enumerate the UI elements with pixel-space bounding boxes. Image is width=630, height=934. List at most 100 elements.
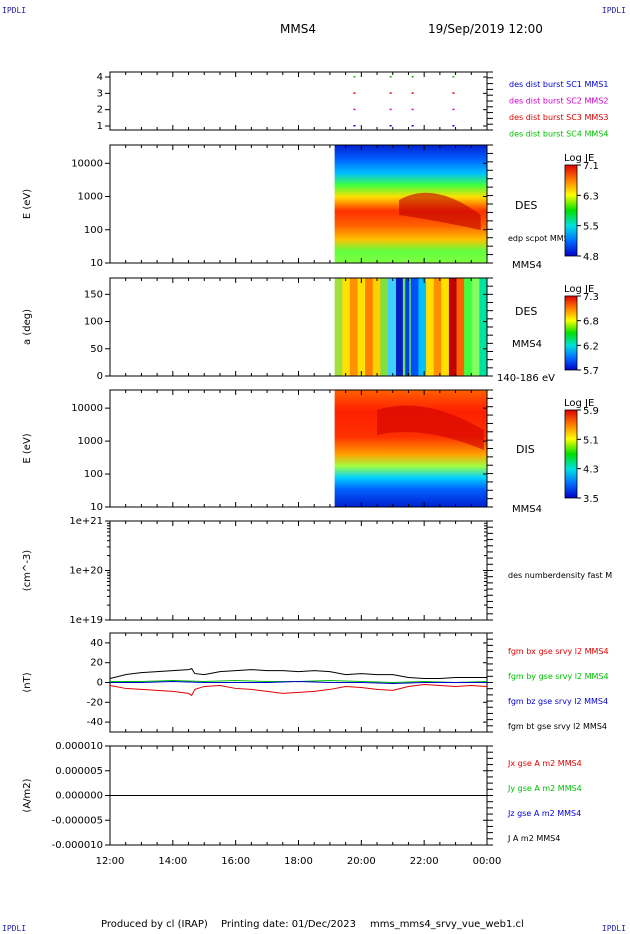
burst-mark bbox=[411, 92, 414, 94]
corner-label-tl: IPDLI bbox=[2, 6, 27, 15]
y-tick-label: 150 bbox=[84, 289, 103, 300]
panel-bottom-label: 140-186 eV bbox=[497, 373, 555, 384]
legend-entry: fgm bz gse srvy l2 MMS4 bbox=[508, 697, 608, 706]
footer-filename: mms_mms4_srvy_vue_web1.cl bbox=[370, 919, 524, 930]
pitch-angle-heatmap bbox=[334, 278, 487, 376]
pitch-angle-stripe bbox=[418, 278, 427, 376]
pitch-angle-stripe bbox=[426, 278, 435, 376]
x-tick-label: 20:00 bbox=[347, 856, 376, 867]
y-tick-label: 10 bbox=[90, 258, 103, 269]
footer-producer: Produced by cl (IRAP) bbox=[101, 919, 208, 930]
corner-label-bl: IPDLI bbox=[2, 924, 27, 933]
pitch-angle-stripe bbox=[372, 278, 381, 376]
pitch-angle-stripe bbox=[448, 278, 458, 376]
dis-energy-peak bbox=[377, 405, 484, 450]
legend-entry: fgm bx gse srvy l2 MMS4 bbox=[508, 647, 609, 656]
colorbar-2 bbox=[564, 295, 578, 371]
legend-entry: J A m2 MMS4 bbox=[507, 834, 560, 843]
pitch-angle-stripe bbox=[441, 278, 450, 376]
burst-mark bbox=[353, 125, 356, 127]
colorbar-tick-label: 4.3 bbox=[583, 465, 599, 476]
panel-label: MMS4 bbox=[512, 339, 542, 350]
y-tick-label: 4 bbox=[97, 72, 103, 83]
pitch-angle-stripe bbox=[405, 278, 410, 376]
pitch-angle-stripe bbox=[471, 278, 480, 376]
y-axis-label: (cm^-3) bbox=[22, 550, 33, 591]
pitch-angle-stripe bbox=[387, 278, 397, 376]
spacecraft-title: MMS4 bbox=[280, 22, 316, 36]
y-tick-label: 100 bbox=[84, 469, 103, 480]
legend-entry: fgm bt gse srvy l2 MMS4 bbox=[508, 722, 607, 731]
colorbar-tick-label: 3.5 bbox=[583, 494, 599, 505]
dis-energy-heatmap bbox=[334, 390, 487, 507]
burst-mark bbox=[353, 76, 356, 78]
y-tick-label: 1 bbox=[97, 121, 103, 132]
des-energy-peak bbox=[399, 192, 481, 230]
legend-entry: des dist burst SC1 MMS1 bbox=[509, 80, 608, 89]
y-tick-label: 10000 bbox=[71, 158, 103, 169]
series-line bbox=[110, 681, 487, 684]
y-tick-label: 0.000010 bbox=[55, 741, 103, 752]
colorbar-tick-label: 5.7 bbox=[583, 366, 599, 377]
burst-mark bbox=[452, 76, 455, 78]
burst-mark bbox=[389, 76, 392, 78]
burst-mark bbox=[353, 108, 356, 111]
pitch-angle-stripe bbox=[395, 278, 403, 376]
y-tick-label: 10 bbox=[90, 502, 103, 513]
pitch-angle-stripe bbox=[349, 278, 358, 376]
x-tick-label: 16:00 bbox=[221, 856, 250, 867]
pitch-angle-stripe bbox=[479, 278, 487, 376]
y-tick-label: 100 bbox=[84, 317, 103, 328]
legend-entry: des numberdensity fast M bbox=[508, 571, 612, 580]
y-tick-label: 1e+21 bbox=[69, 516, 103, 527]
y-tick-label: 10000 bbox=[71, 403, 103, 414]
y-tick-label: -20 bbox=[87, 697, 103, 708]
burst-mark bbox=[411, 125, 414, 127]
colorbar-tick-label: 5.1 bbox=[583, 435, 599, 446]
panel-bottom-label: MMS4 bbox=[512, 260, 542, 271]
colorbar-title: Log JE bbox=[564, 284, 594, 295]
y-tick-label: 20 bbox=[90, 658, 103, 669]
legend-entry: des dist burst SC3 MMS3 bbox=[509, 113, 608, 122]
colorbar-1 bbox=[564, 164, 578, 257]
legend-entry: Jy gse A m2 MMS4 bbox=[507, 784, 582, 793]
y-axis-label: E (eV) bbox=[22, 189, 33, 219]
y-tick-label: 40 bbox=[90, 638, 103, 649]
burst-mark bbox=[389, 125, 392, 127]
panel-annotation: edp scpot MMS4 bbox=[508, 234, 574, 243]
burst-mark bbox=[389, 108, 392, 111]
colorbar-title: Log JE bbox=[564, 398, 594, 409]
legend-entry: fgm by gse srvy l2 MMS4 bbox=[508, 672, 609, 681]
pitch-angle-stripe bbox=[410, 278, 419, 376]
y-tick-label: 1e+20 bbox=[69, 566, 103, 577]
burst-mark bbox=[452, 125, 455, 127]
x-tick-label: 22:00 bbox=[410, 856, 439, 867]
y-tick-label: 1e+19 bbox=[69, 615, 103, 626]
x-tick-label: 14:00 bbox=[158, 856, 187, 867]
y-tick-label: 3 bbox=[97, 88, 103, 99]
date-time-title: 19/Sep/2019 12:00 bbox=[428, 22, 543, 36]
legend-entry: des dist burst SC4 MMS4 bbox=[509, 130, 608, 139]
pitch-angle-stripe bbox=[342, 278, 351, 376]
y-tick-label: -40 bbox=[87, 717, 103, 728]
density-frame bbox=[109, 520, 488, 621]
burst-mark bbox=[353, 92, 356, 94]
pitch-angle-stripe bbox=[456, 278, 465, 376]
footer-print-date: Printing date: 01/Dec/2023 bbox=[221, 919, 357, 930]
colorbar-3 bbox=[564, 409, 578, 499]
pitch-angle-stripe bbox=[334, 278, 343, 376]
burst-panel-frame bbox=[109, 71, 488, 131]
pitch-angle-stripe bbox=[464, 278, 473, 376]
colorbar-tick-label: 6.8 bbox=[583, 317, 599, 328]
burst-mark bbox=[411, 108, 414, 111]
colorbar-tick-label: 5.9 bbox=[583, 406, 599, 417]
pitch-angle-stripe bbox=[433, 278, 442, 376]
corner-label-br: IPDLI bbox=[601, 924, 626, 933]
panel-label: DES bbox=[515, 305, 537, 318]
colorbar-title: Log JE bbox=[564, 153, 594, 164]
y-tick-label: 1000 bbox=[78, 192, 103, 203]
panel-label: DIS bbox=[516, 443, 535, 456]
burst-mark bbox=[452, 108, 455, 111]
y-tick-label: 0 bbox=[97, 371, 103, 382]
legend-entry: des dist burst SC2 MMS2 bbox=[509, 97, 608, 106]
